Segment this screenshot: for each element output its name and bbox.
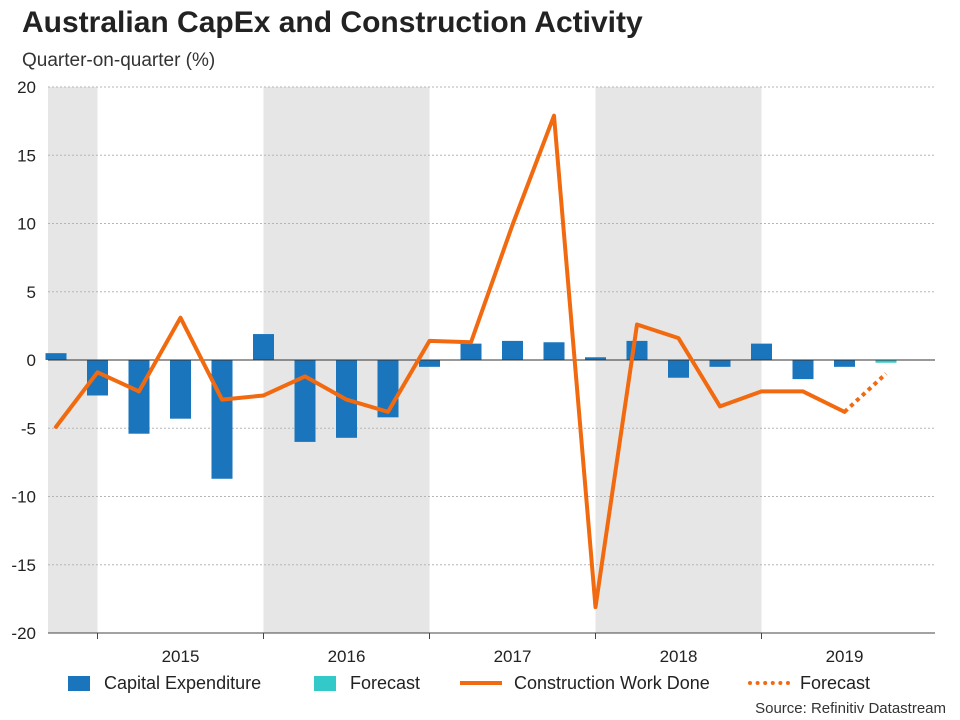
x-tick-label-2017: 2017 [494,647,532,666]
legend-label-construction-forecast: Forecast [800,672,871,693]
chart-subtitle: Quarter-on-quarter (%) [22,50,216,71]
legend-item-construction: Construction Work Done [460,668,710,698]
capex-bar-15 [668,360,689,378]
legend-swatch-capex-forecast [314,675,336,691]
legend-label-construction: Construction Work Done [514,672,710,693]
capex-bar-1 [87,360,108,396]
construction-line [54,113,847,610]
chart-title: Australian CapEx and Construction Activi… [22,6,643,39]
capex-bar-6 [294,360,316,442]
capex-bar-17 [751,343,772,360]
legend-label-capex-forecast: Forecast [350,672,421,693]
y-tick-label--20: -20 [11,624,36,643]
y-tick-label-5: 5 [27,283,36,302]
x-tick-label-2016: 2016 [328,647,366,666]
legend-item-capex-forecast: Forecast [314,668,420,698]
capex-bar-3 [170,360,191,419]
x-tick-label-2019: 2019 [826,647,864,666]
construction-forecast-line [843,372,888,414]
legend-label-capex: Capital Expenditure [104,672,262,693]
capex-bar-5 [253,334,274,360]
legend-swatch-construction-forecast [748,681,790,685]
y-tick-label-10: 10 [17,215,36,234]
x-tick-label-2015: 2015 [162,647,200,666]
legend-item-capex: Capital Expenditure [68,668,261,698]
capex-bar-2 [128,360,150,434]
y-tick-label--5: -5 [21,419,36,438]
x-tick-label-2018: 2018 [660,647,698,666]
capex-bar-11 [502,340,523,360]
capex-bar-19 [834,360,855,367]
capex-bar-13 [585,357,606,360]
capex-bar-10 [460,343,482,360]
legend-swatch-capex [68,675,90,691]
capex-bar-4 [211,360,233,479]
legend-item-construction-forecast: Forecast [748,668,870,698]
capex-forecast-bar-0 [875,360,897,363]
y-tick-label-0: 0 [27,351,36,370]
y-tick-label--15: -15 [11,556,36,575]
legend: Capital Expenditure Forecast Constructio… [0,668,960,698]
capex-bar-14 [626,340,648,360]
capex-bar-16 [709,360,731,367]
legend-swatch-construction [460,681,502,685]
capex-bar-0 [45,353,67,360]
source-note: Source: Refinitiv Datastream [755,700,946,717]
y-tick-label-20: 20 [17,78,36,97]
capex-bar-18 [792,360,814,380]
y-tick-label--10: -10 [11,488,36,507]
y-tick-label-15: 15 [17,146,36,165]
capex-bar-9 [419,360,440,367]
capex-bar-12 [543,342,565,360]
